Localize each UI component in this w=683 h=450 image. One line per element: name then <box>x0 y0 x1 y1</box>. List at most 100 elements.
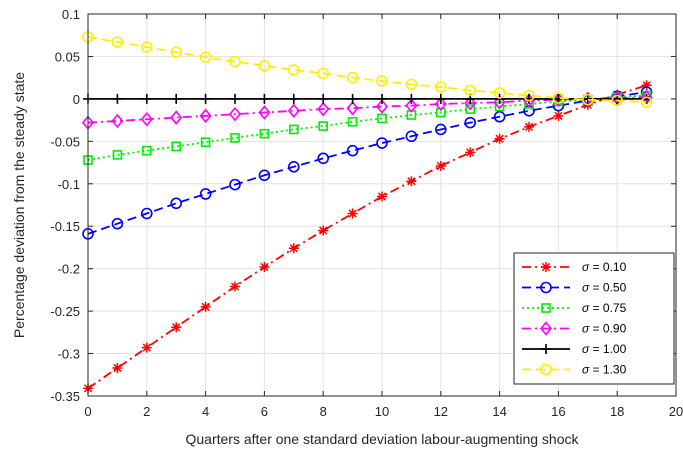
y-tick-label: -0.1 <box>58 177 80 192</box>
data-point <box>434 96 447 112</box>
data-point <box>553 110 564 121</box>
data-point <box>141 342 152 353</box>
data-point <box>228 106 242 122</box>
data-point <box>376 75 388 87</box>
y-tick-label: 0 <box>73 92 80 107</box>
legend-value: = 0.10 <box>589 260 626 274</box>
data-point <box>112 362 123 373</box>
data-point <box>111 36 124 48</box>
data-point <box>288 124 299 135</box>
x-tick-label: 4 <box>202 404 209 419</box>
data-point <box>199 51 212 64</box>
data-point <box>140 112 153 127</box>
legend-label: σ = 1.00 <box>582 342 627 356</box>
data-point <box>170 46 182 59</box>
data-point <box>142 145 152 156</box>
legend-value: = 0.90 <box>589 322 626 336</box>
data-point <box>552 92 565 104</box>
legend-marker <box>540 281 552 294</box>
data-point <box>346 100 359 116</box>
legend-item: σ = 0.75 <box>522 301 627 315</box>
legend-item: σ = 0.50 <box>522 281 627 295</box>
data-point <box>524 121 534 132</box>
data-point <box>171 93 182 104</box>
data-point <box>406 93 417 104</box>
x-tick-label: 16 <box>551 404 565 419</box>
data-point <box>377 93 387 104</box>
data-point <box>464 116 477 129</box>
data-point <box>494 133 505 144</box>
data-point <box>523 89 535 102</box>
legend-marker <box>539 321 553 336</box>
legend-label: σ = 0.90 <box>582 322 627 336</box>
data-point <box>435 93 446 104</box>
legend-marker <box>541 344 551 354</box>
y-tick-label: -0.35 <box>50 389 80 404</box>
data-point <box>318 225 329 236</box>
data-point <box>493 87 506 99</box>
data-point <box>229 178 241 191</box>
legend-value: = 0.50 <box>589 281 626 295</box>
data-point <box>317 152 330 165</box>
legend-sigma: σ <box>582 363 590 377</box>
x-tick-label: 0 <box>84 404 91 419</box>
data-point <box>230 281 240 292</box>
x-tick-label: 18 <box>610 404 624 419</box>
data-point <box>405 98 418 113</box>
series-4 <box>83 93 652 104</box>
y-tick-label: -0.25 <box>50 304 80 319</box>
data-point <box>288 243 299 254</box>
data-point <box>347 93 358 104</box>
y-tick-label: -0.3 <box>58 347 80 362</box>
legend-item: σ = 0.90 <box>522 321 627 336</box>
data-point <box>318 121 329 131</box>
data-point <box>288 93 299 104</box>
data-point <box>494 93 505 104</box>
data-point <box>641 80 652 91</box>
legend-sigma: σ <box>582 301 590 315</box>
data-point <box>199 188 212 200</box>
series-5 <box>82 31 653 109</box>
legend-value: = 1.30 <box>589 363 626 377</box>
data-point <box>406 176 417 187</box>
data-point <box>259 93 270 104</box>
data-point <box>377 191 387 202</box>
data-point <box>259 261 270 272</box>
data-point <box>170 197 182 210</box>
data-point <box>465 104 476 114</box>
data-point <box>258 169 271 182</box>
data-point <box>493 95 506 110</box>
data-point <box>141 207 153 220</box>
data-point <box>258 59 271 72</box>
data-point <box>611 94 624 107</box>
data-point <box>346 71 359 84</box>
x-tick-label: 6 <box>261 404 268 419</box>
data-point <box>171 141 181 152</box>
data-point <box>200 301 211 312</box>
legend-sigma: σ <box>582 322 590 336</box>
legend-marker <box>540 363 552 376</box>
legend-value: = 1.00 <box>589 342 626 356</box>
data-point <box>435 160 446 171</box>
data-point <box>141 93 152 104</box>
legend: σ = 0.10σ = 0.50σ = 0.75σ = 0.90σ = 1.00… <box>513 252 675 385</box>
data-point <box>464 84 477 97</box>
x-tick-label: 12 <box>434 404 448 419</box>
legend-sigma: σ <box>582 342 590 356</box>
series-line <box>87 96 647 124</box>
data-point <box>112 150 123 160</box>
data-point <box>170 110 183 125</box>
data-point <box>347 208 358 219</box>
data-point <box>287 161 300 173</box>
legend-value: = 0.75 <box>589 301 626 315</box>
data-point <box>377 113 387 124</box>
data-point <box>434 123 447 136</box>
data-point <box>141 41 153 53</box>
legend-item: σ = 1.00 <box>522 342 627 356</box>
legend-label: σ = 0.50 <box>582 281 627 295</box>
data-point <box>111 217 124 230</box>
data-point <box>230 133 240 143</box>
data-point <box>317 101 330 117</box>
legend-sigma: σ <box>582 281 590 295</box>
